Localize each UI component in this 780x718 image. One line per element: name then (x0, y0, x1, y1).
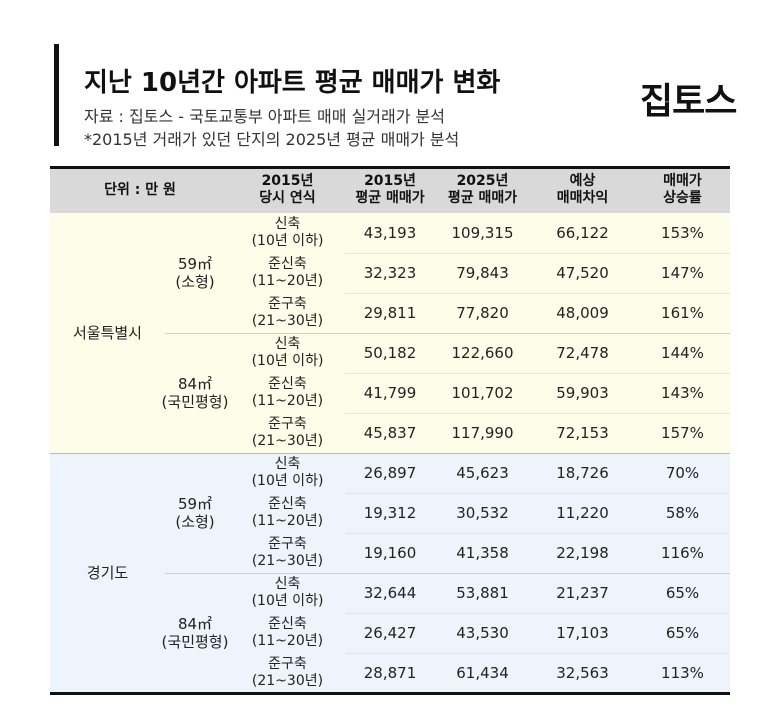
value-cell: 143% (661, 384, 704, 402)
value-cell: 45,623 (456, 464, 509, 482)
value-cell: 59,903 (556, 384, 609, 402)
value-cell: 50,182 (363, 344, 417, 362)
age-cell: 신축 (10년 이하) (251, 216, 324, 249)
header-cell: 2015년 당시 연식 (259, 173, 316, 206)
value-cell: 66,122 (556, 224, 609, 242)
value-cell: 58% (665, 504, 700, 522)
value-cell: 28,871 (363, 664, 417, 682)
subtitle: 자료 : 집토스 - 국토교통부 아파트 매매 실거래가 분석 (84, 107, 445, 126)
age-cell: 준구축 (21~30년) (251, 296, 324, 329)
value-cell: 65% (665, 624, 700, 642)
age-cell: 신축 (10년 이하) (251, 456, 324, 489)
region-line (50, 453, 730, 454)
value-cell: 43,530 (456, 624, 509, 642)
header-cell: 매매가 상승률 (663, 173, 702, 206)
row-line (345, 653, 730, 654)
value-cell: 18,726 (556, 464, 609, 482)
header-cell: 2025년 평균 매매가 (447, 173, 518, 206)
age-cell: 준신축 (11~20년) (251, 496, 324, 529)
value-cell: 47,520 (556, 264, 609, 282)
value-cell: 26,897 (363, 464, 417, 482)
value-cell: 161% (661, 304, 704, 322)
size-cell: 84㎡ (국민평형) (161, 375, 229, 411)
value-cell: 32,563 (556, 664, 609, 682)
value-cell: 21,237 (556, 584, 609, 602)
value-cell: 19,312 (363, 504, 417, 522)
value-cell: 11,220 (556, 504, 609, 522)
value-cell: 61,434 (456, 664, 509, 682)
row-line (345, 413, 730, 414)
row-line (345, 533, 730, 534)
size-line (165, 573, 730, 574)
value-cell: 72,153 (556, 424, 609, 442)
value-cell: 77,820 (456, 304, 509, 322)
row-line (345, 293, 730, 294)
value-cell: 19,160 (363, 544, 417, 562)
size-line (165, 333, 730, 334)
value-cell: 29,811 (363, 304, 417, 322)
value-cell: 22,198 (556, 544, 609, 562)
age-cell: 신축 (10년 이하) (251, 336, 324, 369)
row-line (345, 613, 730, 614)
age-cell: 신축 (10년 이하) (251, 576, 324, 609)
value-cell: 144% (661, 344, 704, 362)
value-cell: 32,644 (363, 584, 417, 602)
value-cell: 157% (661, 424, 704, 442)
value-cell: 30,532 (456, 504, 509, 522)
header-cell: 예상 매매차익 (556, 173, 609, 206)
value-cell: 48,009 (556, 304, 609, 322)
age-cell: 준구축 (21~30년) (251, 416, 324, 449)
region-cell: 서울특별시 (72, 324, 142, 342)
row-line (345, 253, 730, 254)
bottom-line (50, 692, 730, 695)
size-cell: 59㎡ (소형) (175, 255, 215, 291)
age-cell: 준신축 (11~20년) (251, 616, 324, 649)
header-cell: 2015년 평균 매매가 (355, 173, 425, 206)
value-cell: 72,478 (556, 344, 609, 362)
value-cell: 116% (661, 544, 704, 562)
age-cell: 준신축 (11~20년) (251, 256, 324, 289)
header-cell: 단위 : 만 원 (104, 181, 176, 198)
size-cell: 59㎡ (소형) (175, 495, 215, 531)
header-top-line (50, 166, 730, 169)
value-cell: 41,799 (363, 384, 417, 402)
value-cell: 117,990 (451, 424, 514, 442)
value-cell: 41,358 (456, 544, 509, 562)
value-cell: 153% (661, 224, 704, 242)
row-line (345, 373, 730, 374)
value-cell: 109,315 (451, 224, 514, 242)
value-cell: 101,702 (451, 384, 514, 402)
value-cell: 17,103 (556, 624, 609, 642)
value-cell: 32,323 (363, 264, 417, 282)
age-cell: 준신축 (11~20년) (251, 376, 324, 409)
region-cell: 경기도 (86, 564, 129, 582)
age-cell: 준구축 (21~30년) (251, 656, 324, 689)
logo: 집토스 (640, 81, 737, 122)
value-cell: 43,193 (363, 224, 417, 242)
title: 지난 10년간 아파트 평균 매매가 변화 (84, 68, 501, 98)
value-cell: 45,837 (363, 424, 417, 442)
header-bg (50, 167, 730, 213)
value-cell: 65% (665, 584, 700, 602)
value-cell: 26,427 (363, 624, 417, 642)
note: *2015년 거래가 있던 단지의 2025년 평균 매매가 분석 (84, 130, 460, 149)
value-cell: 122,660 (451, 344, 514, 362)
row-line (345, 493, 730, 494)
age-cell: 준구축 (21~30년) (251, 536, 324, 569)
value-cell: 70% (665, 464, 700, 482)
value-cell: 147% (661, 264, 704, 282)
value-cell: 79,843 (456, 264, 509, 282)
value-cell: 113% (661, 664, 704, 682)
size-cell: 84㎡ (국민평형) (161, 615, 229, 651)
value-cell: 53,881 (456, 584, 509, 602)
title-bar (54, 44, 59, 146)
